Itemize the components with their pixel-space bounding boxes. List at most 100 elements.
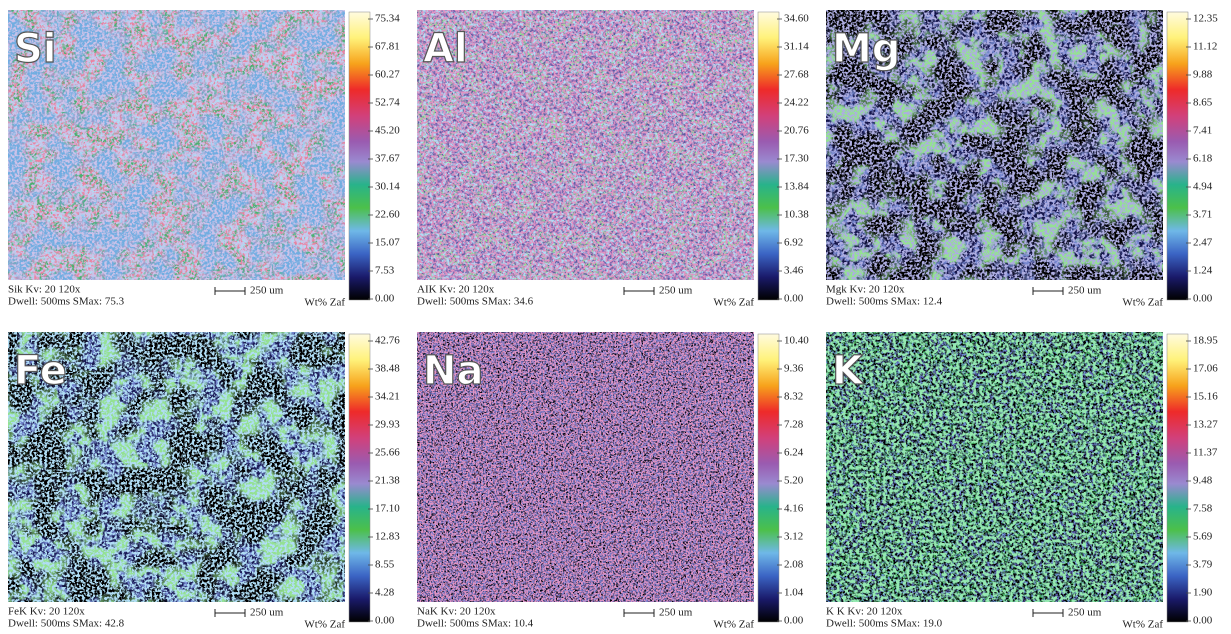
tick-label: 9.48 bbox=[1193, 475, 1213, 487]
caption-line: Dwell: 500ms SMax: 75.3 bbox=[8, 296, 125, 308]
tick-label: 5.20 bbox=[784, 475, 804, 487]
element-label: Na bbox=[423, 348, 483, 394]
caption-line: K K Kv: 20 120x bbox=[826, 606, 903, 618]
caption-line: Mgk Kv: 20 120x bbox=[826, 284, 905, 296]
tick-label: 13.84 bbox=[784, 181, 809, 193]
tick-label: 10.40 bbox=[784, 335, 809, 347]
element-label: Si bbox=[14, 26, 57, 72]
tick-label: 3.79 bbox=[1193, 559, 1213, 571]
map-texture bbox=[417, 332, 754, 602]
color-bar bbox=[348, 11, 371, 301]
map-texture bbox=[8, 332, 345, 602]
tick-label: 9.88 bbox=[1193, 69, 1213, 81]
units-label: Wt% Zaf bbox=[713, 297, 754, 309]
tick-label: 25.66 bbox=[375, 447, 400, 459]
map-texture bbox=[8, 10, 345, 280]
tick-label: 21.38 bbox=[375, 475, 400, 487]
tick-label: 13.27 bbox=[1193, 419, 1218, 431]
element-label: Al bbox=[423, 26, 468, 72]
units-label: Wt% Zaf bbox=[304, 297, 345, 309]
tick-label: 17.30 bbox=[784, 153, 809, 165]
caption-line: Dwell: 500ms SMax: 12.4 bbox=[826, 296, 943, 308]
tick-label: 29.93 bbox=[375, 419, 400, 431]
tick-label: 30.14 bbox=[375, 181, 400, 193]
tick-label: 24.22 bbox=[784, 97, 809, 109]
tick-label: 42.76 bbox=[375, 335, 400, 347]
tick-label: 6.92 bbox=[784, 237, 803, 249]
units-label: Wt% Zaf bbox=[1122, 297, 1163, 309]
caption-line: Dwell: 500ms SMax: 19.0 bbox=[826, 618, 943, 630]
tick-label: 34.60 bbox=[784, 13, 809, 25]
scale-label: 250 um bbox=[250, 285, 284, 297]
tick-label: 1.24 bbox=[1193, 265, 1213, 277]
element-map-panel: Fe 42.76 38.48 34.21 29.93 25.66 21.38 17.10 12.… bbox=[8, 332, 400, 631]
tick-label: 3.46 bbox=[784, 265, 804, 277]
element-map-panel: Mg 12.35 11.12 9.88 8.65 7.41 6.18 4.94 3.71 2.47… bbox=[826, 10, 1218, 309]
tick-label: 75.34 bbox=[375, 13, 400, 25]
tick-label: 4.16 bbox=[784, 503, 804, 515]
tick-label: 5.69 bbox=[1193, 531, 1213, 543]
caption-line: FeK Kv: 20 120x bbox=[8, 606, 85, 618]
element-map-panel: Al 34.60 31.14 27.68 24.22 20.76 17.30 13.84 10.… bbox=[417, 10, 809, 309]
tick-label: 52.74 bbox=[375, 97, 400, 109]
tick-label: 12.83 bbox=[375, 531, 400, 543]
tick-label: 8.65 bbox=[1193, 97, 1213, 109]
tick-label: 11.12 bbox=[1193, 41, 1217, 53]
color-bar bbox=[757, 11, 780, 301]
tick-label: 17.06 bbox=[1193, 363, 1218, 375]
element-map-panel: K 18.95 17.06 15.16 13.27 11.37 9.48 7.58 5.69 3.… bbox=[826, 332, 1218, 631]
tick-label: 7.41 bbox=[1193, 125, 1212, 137]
scale-label: 250 um bbox=[659, 607, 693, 619]
map-texture bbox=[826, 332, 1163, 602]
element-label: Fe bbox=[14, 348, 67, 394]
tick-label: 67.81 bbox=[375, 41, 400, 53]
tick-label: 3.71 bbox=[1193, 209, 1212, 221]
tick-label: 0.00 bbox=[784, 293, 804, 305]
tick-label: 0.00 bbox=[1193, 293, 1213, 305]
tick-label: 7.58 bbox=[1193, 503, 1213, 515]
tick-label: 0.00 bbox=[375, 615, 395, 627]
element-map-panel: Na 10.40 9.36 8.32 7.28 6.24 5.20 4.16 3.12 2.08 1… bbox=[417, 332, 809, 631]
tick-label: 6.24 bbox=[784, 447, 804, 459]
tick-label: 11.37 bbox=[1193, 447, 1218, 459]
tick-label: 6.18 bbox=[1193, 153, 1213, 165]
tick-label: 9.36 bbox=[784, 363, 804, 375]
tick-label: 22.60 bbox=[375, 209, 400, 221]
tick-label: 18.95 bbox=[1193, 335, 1218, 347]
tick-label: 0.00 bbox=[1193, 615, 1213, 627]
color-bar bbox=[1166, 11, 1189, 301]
tick-label: 12.35 bbox=[1193, 13, 1218, 25]
units-label: Wt% Zaf bbox=[1122, 619, 1163, 631]
tick-label: 7.53 bbox=[375, 265, 395, 277]
tick-label: 2.08 bbox=[784, 559, 804, 571]
tick-label: 45.20 bbox=[375, 125, 400, 137]
scale-label: 250 um bbox=[1068, 607, 1102, 619]
tick-label: 31.14 bbox=[784, 41, 809, 53]
caption-line: AIK Kv: 20 120x bbox=[417, 284, 495, 296]
tick-label: 34.21 bbox=[375, 391, 400, 403]
caption-line: Dwell: 500ms SMax: 42.8 bbox=[8, 618, 125, 630]
scale-label: 250 um bbox=[250, 607, 284, 619]
element-map-panel: Si 75.34 67.81 60.27 52.74 45.20 37.67 30.14 22.… bbox=[8, 10, 400, 309]
tick-label: 60.27 bbox=[375, 69, 400, 81]
tick-label: 38.48 bbox=[375, 363, 400, 375]
tick-label: 4.28 bbox=[375, 587, 395, 599]
scale-label: 250 um bbox=[659, 285, 693, 297]
map-texture bbox=[417, 10, 754, 280]
tick-label: 1.90 bbox=[1193, 587, 1213, 599]
tick-label: 0.00 bbox=[375, 293, 395, 305]
color-bar bbox=[348, 333, 371, 623]
tick-label: 8.55 bbox=[375, 559, 395, 571]
caption-line: Sik Kv: 20 120x bbox=[8, 284, 81, 296]
element-label: K bbox=[832, 348, 865, 394]
map-texture bbox=[826, 10, 1163, 280]
scale-label: 250 um bbox=[1068, 285, 1102, 297]
tick-label: 7.28 bbox=[784, 419, 804, 431]
caption-line: Dwell: 500ms SMax: 10.4 bbox=[417, 618, 534, 630]
color-bar bbox=[757, 333, 780, 623]
tick-label: 2.47 bbox=[1193, 237, 1213, 249]
tick-label: 10.38 bbox=[784, 209, 809, 221]
color-bar bbox=[1166, 333, 1189, 623]
tick-label: 0.00 bbox=[784, 615, 804, 627]
